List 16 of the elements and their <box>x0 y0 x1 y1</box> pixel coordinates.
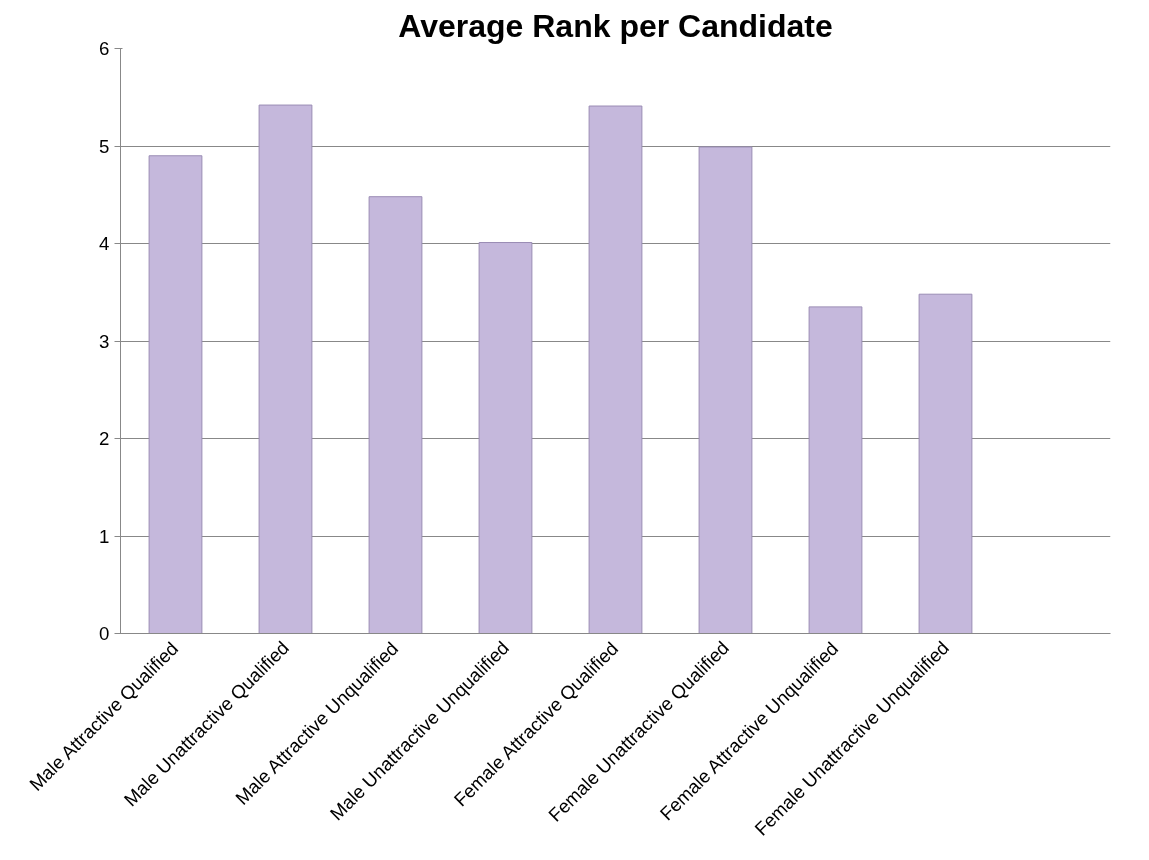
bar <box>918 293 973 634</box>
bar <box>808 306 863 634</box>
bar <box>588 105 643 634</box>
bar <box>258 104 313 634</box>
chart-title: Average Rank per Candidate <box>398 7 833 44</box>
bar <box>478 242 533 634</box>
bar <box>368 196 423 634</box>
y-tick-label: 5 <box>99 135 110 157</box>
y-tick-label: 1 <box>99 525 110 547</box>
y-tick-label: 3 <box>99 330 110 352</box>
y-tick-label: 6 <box>99 38 110 59</box>
y-tick-label: 2 <box>99 428 110 449</box>
bar <box>698 146 753 634</box>
y-tick-label: 4 <box>99 233 110 254</box>
y-tick-label: 0 <box>99 623 110 644</box>
bar <box>148 155 203 634</box>
